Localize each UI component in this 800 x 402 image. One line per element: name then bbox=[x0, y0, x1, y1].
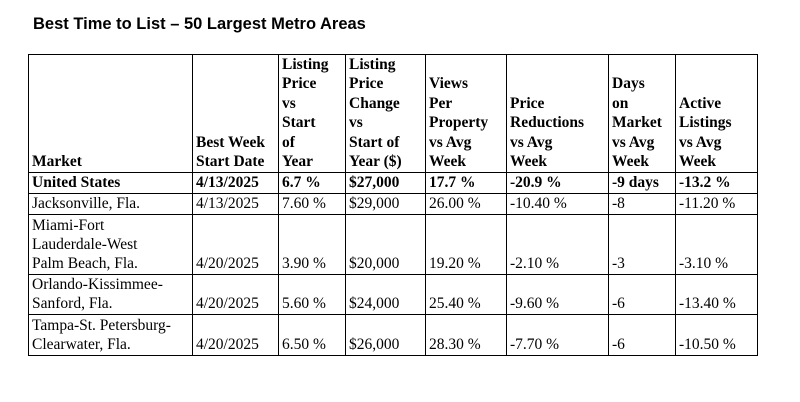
header-listing-price-change: Listing Price Change vs Start of Year ($… bbox=[345, 53, 426, 174]
cell-days-on-market: -3 bbox=[608, 213, 676, 275]
cell-price-change: $26,000 bbox=[345, 313, 426, 356]
cell-days-on-market: -6 bbox=[608, 313, 676, 356]
table-row: Orlando-Kissimmee- Sanford, Fla. 4/20/20… bbox=[28, 273, 758, 315]
header-listing-price-vs-start: Listing Price vs Start of Year bbox=[278, 53, 346, 174]
cell-reductions: -7.70 % bbox=[506, 313, 609, 356]
cell-price-vs-start: 6.50 % bbox=[278, 313, 346, 356]
table-row: Jacksonville, Fla. 4/13/2025 7.60 % $29,… bbox=[28, 192, 758, 215]
cell-views: 26.00 % bbox=[425, 192, 507, 215]
cell-start-date: 4/20/2025 bbox=[192, 273, 279, 315]
cell-start-date: 4/20/2025 bbox=[192, 313, 279, 356]
cell-reductions: -20.9 % bbox=[506, 172, 609, 194]
table-row: Tampa-St. Petersburg- Clearwater, Fla. 4… bbox=[28, 313, 758, 356]
table-row: United States 4/13/2025 6.7 % $27,000 17… bbox=[28, 172, 758, 194]
cell-market: United States bbox=[28, 172, 193, 194]
metro-table: Market Best Week Start Date Listing Pric… bbox=[28, 53, 758, 356]
cell-price-change: $20,000 bbox=[345, 213, 426, 275]
cell-price-change: $24,000 bbox=[345, 273, 426, 315]
cell-active-listings: -13.40 % bbox=[675, 273, 758, 315]
cell-price-vs-start: 6.7 % bbox=[278, 172, 346, 194]
cell-market: Jacksonville, Fla. bbox=[28, 192, 193, 215]
cell-market: Miami-Fort Lauderdale-West Palm Beach, F… bbox=[28, 213, 193, 275]
header-views-per-property: Views Per Property vs Avg Week bbox=[425, 53, 507, 174]
header-active-listings: Active Listings vs Avg Week bbox=[675, 53, 758, 174]
cell-price-vs-start: 7.60 % bbox=[278, 192, 346, 215]
cell-days-on-market: -8 bbox=[608, 192, 676, 215]
cell-active-listings: -10.50 % bbox=[675, 313, 758, 356]
cell-price-change: $27,000 bbox=[345, 172, 426, 194]
cell-price-vs-start: 3.90 % bbox=[278, 213, 346, 275]
cell-views: 19.20 % bbox=[425, 213, 507, 275]
header-days-on-market: Days on Market vs Avg Week bbox=[608, 53, 676, 174]
cell-start-date: 4/13/2025 bbox=[192, 172, 279, 194]
cell-start-date: 4/13/2025 bbox=[192, 192, 279, 215]
header-best-week: Best Week Start Date bbox=[192, 53, 279, 174]
cell-active-listings: -13.2 % bbox=[675, 172, 758, 194]
cell-market: Tampa-St. Petersburg- Clearwater, Fla. bbox=[28, 313, 193, 356]
header-market: Market bbox=[28, 53, 193, 174]
cell-reductions: -9.60 % bbox=[506, 273, 609, 315]
page-title: Best Time to List – 50 Largest Metro Are… bbox=[33, 15, 366, 33]
table-row: Miami-Fort Lauderdale-West Palm Beach, F… bbox=[28, 213, 758, 275]
header-row: Market Best Week Start Date Listing Pric… bbox=[28, 53, 758, 174]
cell-reductions: -2.10 % bbox=[506, 213, 609, 275]
cell-reductions: -10.40 % bbox=[506, 192, 609, 215]
cell-price-vs-start: 5.60 % bbox=[278, 273, 346, 315]
cell-active-listings: -11.20 % bbox=[675, 192, 758, 215]
cell-active-listings: -3.10 % bbox=[675, 213, 758, 275]
cell-days-on-market: -9 days bbox=[608, 172, 676, 194]
cell-days-on-market: -6 bbox=[608, 273, 676, 315]
header-price-reductions: Price Reductions vs Avg Week bbox=[506, 53, 609, 174]
cell-views: 28.30 % bbox=[425, 313, 507, 356]
cell-views: 25.40 % bbox=[425, 273, 507, 315]
cell-views: 17.7 % bbox=[425, 172, 507, 194]
cell-start-date: 4/20/2025 bbox=[192, 213, 279, 275]
cell-price-change: $29,000 bbox=[345, 192, 426, 215]
cell-market: Orlando-Kissimmee- Sanford, Fla. bbox=[28, 273, 193, 315]
